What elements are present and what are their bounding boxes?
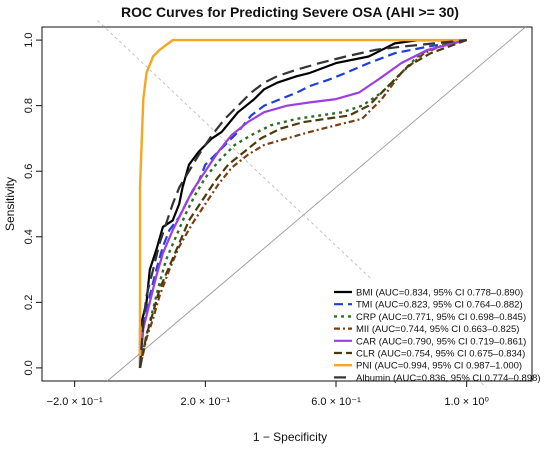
series-clr-line [138, 39, 468, 369]
series-mii-line [138, 39, 467, 369]
legend: BMI (AUC=0.834, 95% CI 0.778–0.890)TMI (… [324, 280, 541, 384]
x-axis: −2.0 × 10⁻¹ 2.0 × 10⁻¹ 6.0 × 10⁻¹ 1.0 × 10⁰ [47, 381, 489, 408]
y-tick-label-5: 0.8 [23, 98, 35, 113]
legend-label-albumin: Albumin (AUC=0.836, 95% CI 0.774–0.898) [356, 373, 541, 384]
legend-label-clr: CLR (AUC=0.754, 95% CI 0.675–0.834) [356, 349, 525, 360]
x-tick-label-1: −2.0 × 10⁻¹ [47, 396, 103, 408]
series-bmi-line [138, 38, 467, 368]
legend-box [324, 280, 529, 380]
series-car-line [138, 39, 467, 368]
legend-label-tmi: TMI (AUC=0.823, 95% CI 0.764–0.882) [356, 300, 523, 311]
y-axis: 0.0 0.2 0.4 0.6 0.8 1.0 [23, 32, 42, 376]
y-tick-label-2: 0.2 [23, 295, 35, 310]
x-tick-label-4: 1.0 × 10⁰ [444, 396, 489, 408]
y-tick-label-3: 0.4 [23, 229, 35, 244]
plot-frame [41, 26, 533, 382]
legend-label-bmi: BMI (AUC=0.834, 95% CI 0.778–0.890) [356, 288, 523, 299]
legend-label-crp: CRP (AUC=0.771, 95% CI 0.698–0.845) [356, 312, 526, 323]
series-albumin-line [138, 39, 467, 368]
chart-title: ROC Curves for Predicting Severe OSA (AH… [121, 4, 459, 20]
y-tick-label-1: 0.0 [23, 360, 35, 375]
legend-label-pni: PNI (AUC=0.994, 95% CI 0.987–1.000) [356, 361, 522, 372]
series-tmi-line [138, 39, 467, 368]
x-tick-label-3: 6.0 × 10⁻¹ [311, 396, 361, 408]
legend-label-car: CAR (AUC=0.790, 95% CI 0.719–0.861) [356, 336, 526, 347]
series-pni-line [138, 38, 467, 368]
series-crp-line [138, 38, 467, 369]
roc-series [138, 38, 468, 369]
x-axis-label: 1 − Specificity [253, 430, 327, 444]
y-tick-label-4: 0.6 [23, 164, 35, 179]
y-tick-label-6: 1.0 [23, 32, 35, 47]
y-axis-label: Sensitivity [3, 177, 17, 231]
x-tick-label-2: 2.0 × 10⁻¹ [181, 396, 231, 408]
reference-line-1 [107, 26, 526, 382]
legend-label-mii: MII (AUC=0.744, 95% CI 0.663–0.825) [356, 324, 519, 335]
